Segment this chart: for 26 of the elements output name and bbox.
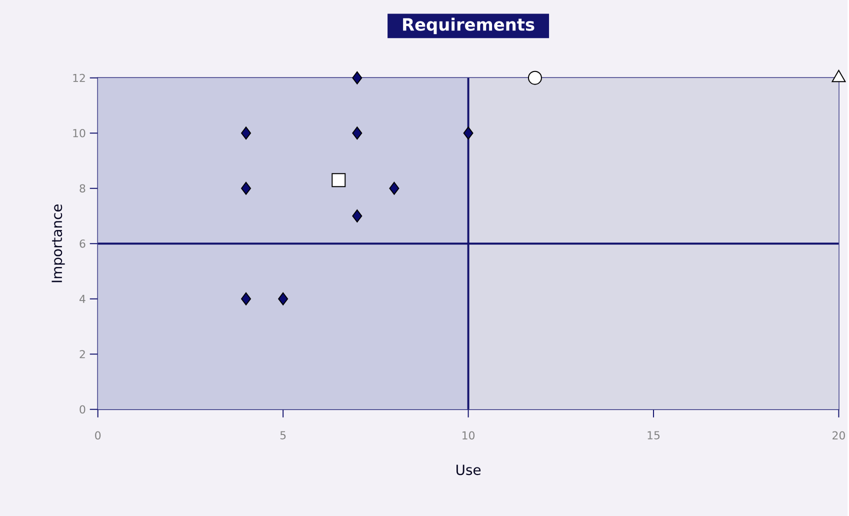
point [278,292,288,306]
y-tick-label: 12 [73,74,85,82]
x-tick-label: 10 [462,431,475,440]
x-axis-title: Use [456,464,481,475]
y-tick-label: 0 [80,405,86,414]
y-tick-label: 6 [80,239,86,248]
point [352,71,362,84]
x-tick-label: 15 [648,431,660,440]
chart-title: Requirements [403,18,534,34]
point [332,172,346,187]
point [352,126,362,140]
y-tick-label: 10 [73,128,86,138]
x-tick-label: 20 [832,431,845,440]
point [463,126,474,140]
x-tick-label: 5 [280,431,286,440]
y-axis-title: Importance [52,204,65,282]
point [241,182,252,195]
point [389,182,400,195]
point [241,292,252,306]
x-tick-label: 0 [95,431,101,440]
y-tick-label: 2 [80,350,85,358]
point [352,209,362,222]
y-tick-label: 4 [80,294,86,303]
point [528,70,542,85]
point [241,126,252,140]
y-tick-label: 8 [80,184,86,192]
